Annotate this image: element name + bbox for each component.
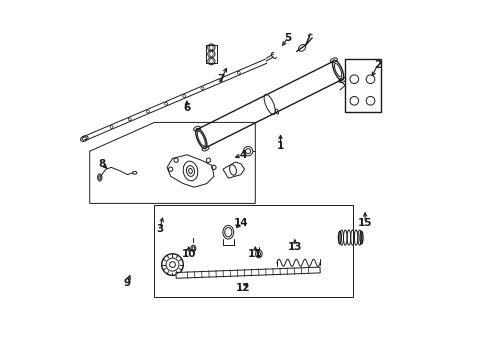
Text: 1: 1 (276, 141, 284, 151)
Text: 9: 9 (123, 278, 131, 288)
Text: 12: 12 (235, 283, 249, 293)
Text: 5: 5 (284, 33, 291, 43)
Text: 8: 8 (99, 159, 106, 169)
Text: 6: 6 (183, 103, 190, 113)
Text: 11: 11 (247, 249, 262, 259)
Text: 2: 2 (373, 60, 381, 70)
Text: 7: 7 (217, 74, 224, 84)
Text: 14: 14 (233, 218, 248, 228)
Text: 15: 15 (357, 218, 371, 228)
Text: 3: 3 (156, 224, 163, 234)
Text: 10: 10 (181, 249, 196, 259)
Text: 13: 13 (287, 242, 302, 252)
Polygon shape (176, 267, 320, 278)
Text: 4: 4 (239, 150, 246, 160)
